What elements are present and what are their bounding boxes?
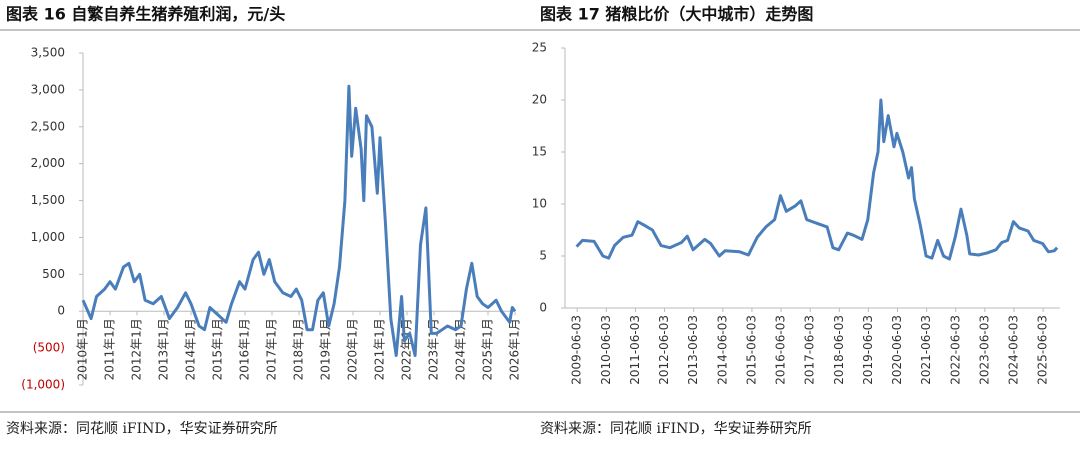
- x-tick-label: 2020年1月: [346, 318, 360, 380]
- x-tick-label: 2013-06-03: [686, 315, 700, 385]
- series-line: [81, 84, 517, 357]
- x-tick-label: 2023年1月: [427, 318, 441, 380]
- x-tick-label: 2022年1月: [400, 318, 414, 380]
- y-tick-label: (500): [33, 341, 65, 355]
- x-tick-label: 2019-06-03: [861, 315, 875, 385]
- y-tick-label: 3,000: [31, 82, 65, 96]
- y-tick-label: 25: [532, 41, 547, 55]
- y-tick-label: 0: [539, 301, 547, 315]
- x-tick-label: 2021-06-03: [919, 315, 933, 385]
- x-tick-label: 2021年1月: [373, 318, 387, 380]
- x-tick-label: 2025年1月: [481, 318, 495, 380]
- x-tick-label: 2013年1月: [157, 318, 171, 380]
- y-tick-label: 20: [532, 93, 547, 107]
- x-tick-label: 2014年1月: [184, 318, 198, 380]
- y-tick-label: 2,500: [31, 119, 65, 133]
- x-tick-label: 2026年1月: [508, 318, 522, 380]
- x-tick-label: 2019年1月: [319, 318, 333, 380]
- x-tick-label: 2012-06-03: [657, 315, 671, 385]
- x-tick-label: 2017年1月: [265, 318, 279, 380]
- y-tick-label: (1,000): [21, 378, 65, 392]
- x-tick-label: 2018-06-03: [832, 315, 846, 385]
- y-tick-label: 0: [57, 304, 65, 318]
- x-tick-label: 2011年1月: [103, 318, 117, 380]
- x-tick-label: 2011-06-03: [628, 315, 642, 385]
- y-tick-label: 500: [42, 267, 65, 281]
- x-tick-label: 2023-06-03: [977, 315, 991, 385]
- chart-title: 图表 16 自繁自养生猪养殖利润，元/头: [6, 5, 285, 24]
- x-tick-label: 2015-06-03: [744, 315, 758, 385]
- x-tick-label: 2014-06-03: [715, 315, 729, 385]
- y-tick-label: 2,000: [31, 156, 65, 170]
- x-tick-label: 2024年1月: [454, 318, 468, 380]
- source-note: 资料来源：同花顺 iFIND，华安证券研究所: [6, 421, 278, 437]
- y-tick-label: 15: [532, 145, 547, 159]
- x-tick-label: 2022-06-03: [948, 315, 962, 385]
- x-tick-label: 2018年1月: [292, 318, 306, 380]
- x-tick-label: 2024-06-03: [1006, 315, 1020, 385]
- x-tick-label: 2012年1月: [130, 318, 144, 380]
- chart-title: 图表 17 猪粮比价（大中城市）走势图: [540, 5, 813, 24]
- y-tick-label: 5: [539, 249, 547, 263]
- x-tick-label: 2016-06-03: [774, 315, 788, 385]
- x-tick-label: 2016年1月: [238, 318, 252, 380]
- x-tick-label: 2015年1月: [211, 318, 225, 380]
- y-tick-label: 3,500: [31, 46, 65, 60]
- x-tick-label: 2020-06-03: [890, 315, 904, 385]
- x-tick-label: 2010年1月: [76, 318, 90, 380]
- source-note: 资料来源：同花顺 iFIND，华安证券研究所: [540, 421, 812, 437]
- x-tick-label: 2025-06-03: [1036, 315, 1050, 385]
- y-tick-label: 1,000: [31, 230, 65, 244]
- y-tick-label: 10: [532, 197, 547, 211]
- x-tick-label: 2010-06-03: [599, 315, 613, 385]
- series-line: [575, 98, 1059, 261]
- x-tick-label: 2009-06-03: [570, 315, 584, 385]
- y-tick-label: 1,500: [31, 193, 65, 207]
- x-tick-label: 2017-06-03: [803, 315, 817, 385]
